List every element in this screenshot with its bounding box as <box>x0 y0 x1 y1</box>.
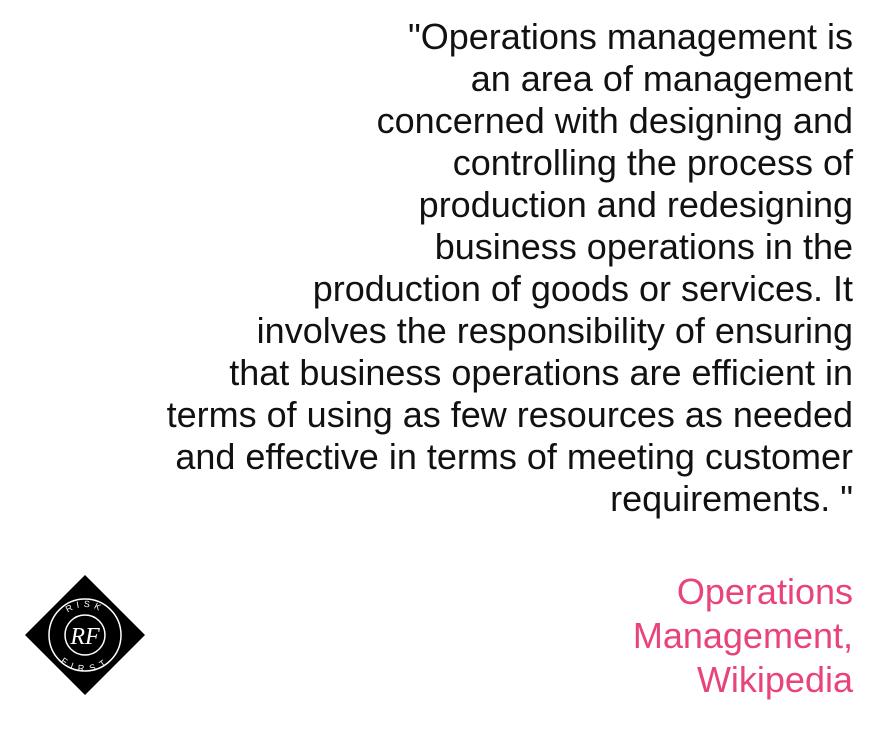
quote-attribution: Operations Management, Wikipedia <box>453 570 853 702</box>
attribution-line: Wikipedia <box>696 659 853 700</box>
quote-line: an area of management <box>470 58 853 99</box>
quote-line: "Operations management is <box>407 16 853 57</box>
quote-line: terms of using as few resources as neede… <box>166 394 853 435</box>
quote-line: and effective in terms of meeting custom… <box>175 436 853 477</box>
quote-line: involves the responsibility of ensuring <box>256 310 853 351</box>
logo-monogram: RF <box>69 624 100 650</box>
logo-outer-ring <box>48 598 122 672</box>
quote-text: "Operations management is an area of man… <box>13 16 853 520</box>
logo-diamond <box>25 575 145 695</box>
logo-inner-ring <box>64 614 106 656</box>
attribution-line: Management, <box>632 615 853 656</box>
attribution-line: Operations <box>676 571 853 612</box>
quote-line: requirements. " <box>610 478 853 519</box>
quote-line: that business operations are efficient i… <box>229 352 853 393</box>
quote-line: business operations in the <box>434 226 853 267</box>
quote-line: concerned with designing and <box>376 100 853 141</box>
quote-line: controlling the process of <box>452 142 853 183</box>
risk-first-logo-icon: RISK FIRST RF <box>25 575 145 695</box>
quote-line: production of goods or services. It <box>312 268 853 309</box>
quote-line: production and redesigning <box>418 184 853 225</box>
